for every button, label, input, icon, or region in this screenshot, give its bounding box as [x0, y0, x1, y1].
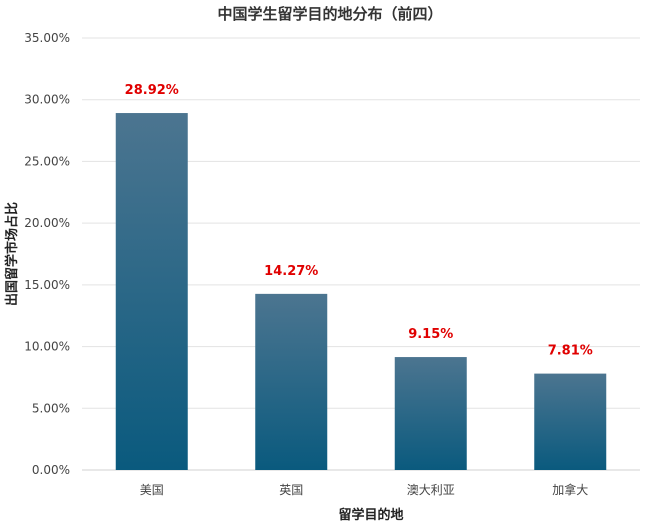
y-axis-ticks: 0.00% 5.00% 10.00% 15.00% 20.00% 25.00% 30.00%… — [24, 31, 70, 477]
x-tick-label: 加拿大 — [552, 482, 588, 497]
y-tick-label: 5.00% — [32, 401, 70, 415]
y-tick-label: 0.00% — [32, 463, 70, 477]
bar — [115, 113, 188, 471]
y-tick-label: 25.00% — [24, 154, 70, 168]
bar — [534, 373, 607, 470]
y-tick-label: 10.00% — [24, 340, 70, 354]
bar — [394, 357, 467, 470]
x-tick-label: 澳大利亚 — [407, 483, 455, 497]
x-axis-label: 留学目的地 — [338, 507, 403, 523]
data-label: 14.27% — [264, 264, 318, 279]
data-label: 9.15% — [408, 327, 453, 342]
data-labels: 28.92% 14.27% 9.15% 7.81% — [125, 83, 593, 359]
bars — [115, 113, 607, 471]
y-tick-label: 20.00% — [24, 216, 70, 230]
y-tick-label: 15.00% — [24, 278, 70, 292]
x-axis-ticks: 美国 英国 澳大利亚 加拿大 — [140, 482, 589, 497]
x-tick-label: 美国 — [140, 483, 164, 497]
chart-title: 中国学生留学目的地分布（前四） — [217, 5, 442, 23]
bar — [255, 293, 328, 470]
y-tick-label: 30.00% — [24, 93, 70, 107]
y-tick-label: 35.00% — [24, 31, 70, 45]
data-label: 28.92% — [125, 83, 179, 98]
data-label: 7.81% — [548, 344, 593, 359]
y-axis-label: 出国留学市场占比 — [4, 202, 20, 306]
x-tick-label: 英国 — [279, 483, 303, 497]
